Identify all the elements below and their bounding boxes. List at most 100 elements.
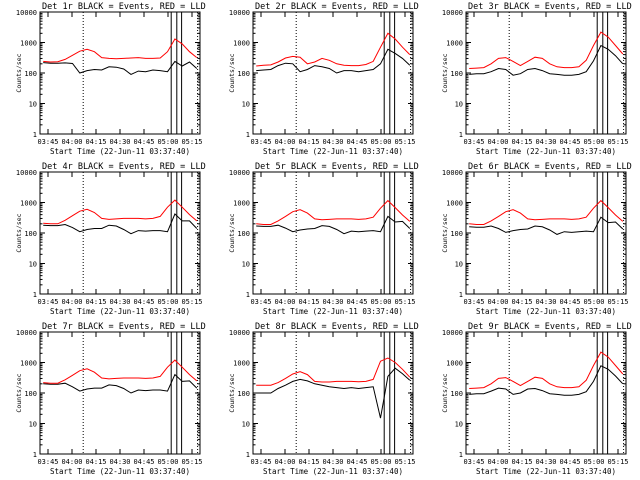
x-axis-label: Start Time (22-Jun-11 03:37:40) xyxy=(263,467,403,476)
lld-series-line xyxy=(43,359,198,384)
lld-series-line xyxy=(469,199,624,225)
x-tick-label: 05:15 xyxy=(394,298,415,306)
y-tick-label: 10 xyxy=(29,261,37,269)
lld-series-line xyxy=(469,351,624,389)
x-tick-label: 05:15 xyxy=(607,138,628,146)
x-tick-label: 04:30 xyxy=(535,458,556,466)
x-tick-label: 05:15 xyxy=(607,298,628,306)
y-tick-label: 100 xyxy=(450,230,463,238)
plot-frame xyxy=(39,171,201,295)
events-series-line xyxy=(43,373,198,394)
panel-title: Det 5r BLACK = Events, RED = LLD xyxy=(255,162,419,172)
y-tick-label: 1000 xyxy=(20,40,37,48)
y-tick-label: 100 xyxy=(237,390,250,398)
y-tick-label: 100 xyxy=(24,70,37,78)
y-tick-label: 100 xyxy=(237,230,250,238)
x-tick-label: 04:45 xyxy=(133,298,154,306)
y-tick-label: 10000 xyxy=(16,9,37,17)
lld-series-line xyxy=(256,357,411,386)
x-axis-label: Start Time (22-Jun-11 03:37:40) xyxy=(263,307,403,316)
x-tick-label: 04:30 xyxy=(109,458,130,466)
y-axis-label: Counts/sec xyxy=(15,373,23,412)
events-series-line xyxy=(43,60,198,75)
y-tick-label: 1 xyxy=(246,451,250,459)
lld-series-line xyxy=(43,38,198,63)
x-tick-label: 04:45 xyxy=(346,458,367,466)
plot-frame xyxy=(39,331,201,455)
x-tick-label: 04:15 xyxy=(85,138,106,146)
plot-frame xyxy=(465,331,627,455)
x-tick-label: 04:00 xyxy=(487,458,508,466)
plot-frame xyxy=(39,11,201,135)
events-series-line xyxy=(256,215,411,235)
y-tick-label: 1 xyxy=(33,131,37,139)
y-axis-label: Counts/sec xyxy=(15,53,23,92)
y-tick-label: 1 xyxy=(246,131,250,139)
x-tick-label: 04:00 xyxy=(61,298,82,306)
x-tick-label: 04:45 xyxy=(133,138,154,146)
x-tick-label: 04:00 xyxy=(274,458,295,466)
x-tick-label: 04:45 xyxy=(559,298,580,306)
y-tick-label: 10 xyxy=(29,101,37,109)
detector-panel-6: Det 6r BLACK = Events, RED = LLD 1 10 100 10… xyxy=(441,162,632,316)
detector-panel-4: Det 4r BLACK = Events, RED = LLD 1 10 100 10… xyxy=(15,162,206,316)
y-tick-label: 10000 xyxy=(442,329,463,337)
detector-panel-9: Det 9r BLACK = Events, RED = LLD 1 10 100 10… xyxy=(441,322,632,476)
x-tick-label: 04:15 xyxy=(298,458,319,466)
detector-panel-5: Det 5r BLACK = Events, RED = LLD 1 10 100 10… xyxy=(228,162,419,316)
y-tick-label: 1000 xyxy=(233,360,250,368)
x-tick-label: 05:00 xyxy=(157,138,178,146)
y-tick-label: 1000 xyxy=(233,200,250,208)
x-tick-label: 03:45 xyxy=(250,298,271,306)
x-tick-label: 05:00 xyxy=(583,458,604,466)
y-tick-label: 1 xyxy=(246,291,250,299)
y-tick-label: 10000 xyxy=(16,329,37,337)
y-tick-label: 10 xyxy=(242,101,250,109)
y-tick-label: 1000 xyxy=(20,360,37,368)
detector-panel-8: Det 8r BLACK = Events, RED = LLD 1 10 100 10… xyxy=(228,322,419,476)
x-tick-label: 04:15 xyxy=(511,298,532,306)
y-tick-label: 10000 xyxy=(442,9,463,17)
x-tick-label: 05:15 xyxy=(394,458,415,466)
x-tick-label: 05:00 xyxy=(370,138,391,146)
x-axis-label: Start Time (22-Jun-11 03:37:40) xyxy=(50,307,190,316)
plot-frame xyxy=(252,331,414,455)
x-tick-label: 04:15 xyxy=(298,298,319,306)
x-axis-label: Start Time (22-Jun-11 03:37:40) xyxy=(476,147,616,156)
x-tick-label: 05:15 xyxy=(394,138,415,146)
y-tick-label: 100 xyxy=(237,70,250,78)
x-tick-label: 04:00 xyxy=(61,458,82,466)
panel-title: Det 4r BLACK = Events, RED = LLD xyxy=(42,162,206,172)
x-tick-label: 03:45 xyxy=(463,298,484,306)
y-tick-label: 1 xyxy=(459,291,463,299)
y-tick-label: 10 xyxy=(455,421,463,429)
plot-frame xyxy=(252,11,414,135)
x-tick-label: 04:15 xyxy=(85,298,106,306)
x-tick-label: 05:15 xyxy=(181,138,202,146)
y-tick-label: 10000 xyxy=(16,169,37,177)
x-tick-label: 03:45 xyxy=(37,298,58,306)
x-tick-label: 04:30 xyxy=(322,298,343,306)
events-series-line xyxy=(469,365,624,396)
x-tick-label: 04:15 xyxy=(85,458,106,466)
events-series-line xyxy=(256,367,411,419)
y-tick-label: 100 xyxy=(450,390,463,398)
x-axis-label: Start Time (22-Jun-11 03:37:40) xyxy=(50,467,190,476)
detector-panel-7: Det 7r BLACK = Events, RED = LLD 1 10 100 10… xyxy=(15,322,206,476)
y-tick-label: 100 xyxy=(24,390,37,398)
y-tick-label: 10 xyxy=(242,261,250,269)
y-tick-label: 1000 xyxy=(446,40,463,48)
x-tick-label: 03:45 xyxy=(37,138,58,146)
y-tick-label: 1 xyxy=(459,451,463,459)
x-tick-label: 04:00 xyxy=(61,138,82,146)
panel-title: Det 7r BLACK = Events, RED = LLD xyxy=(42,322,206,332)
detector-panel-3: Det 3r BLACK = Events, RED = LLD 1 10 100 10… xyxy=(441,2,632,156)
x-tick-label: 04:00 xyxy=(274,298,295,306)
panel-title: Det 3r BLACK = Events, RED = LLD xyxy=(468,2,632,12)
x-tick-label: 04:30 xyxy=(322,138,343,146)
x-tick-label: 04:00 xyxy=(487,138,508,146)
y-tick-label: 10000 xyxy=(229,329,250,337)
x-tick-label: 05:00 xyxy=(583,138,604,146)
x-tick-label: 04:45 xyxy=(559,458,580,466)
